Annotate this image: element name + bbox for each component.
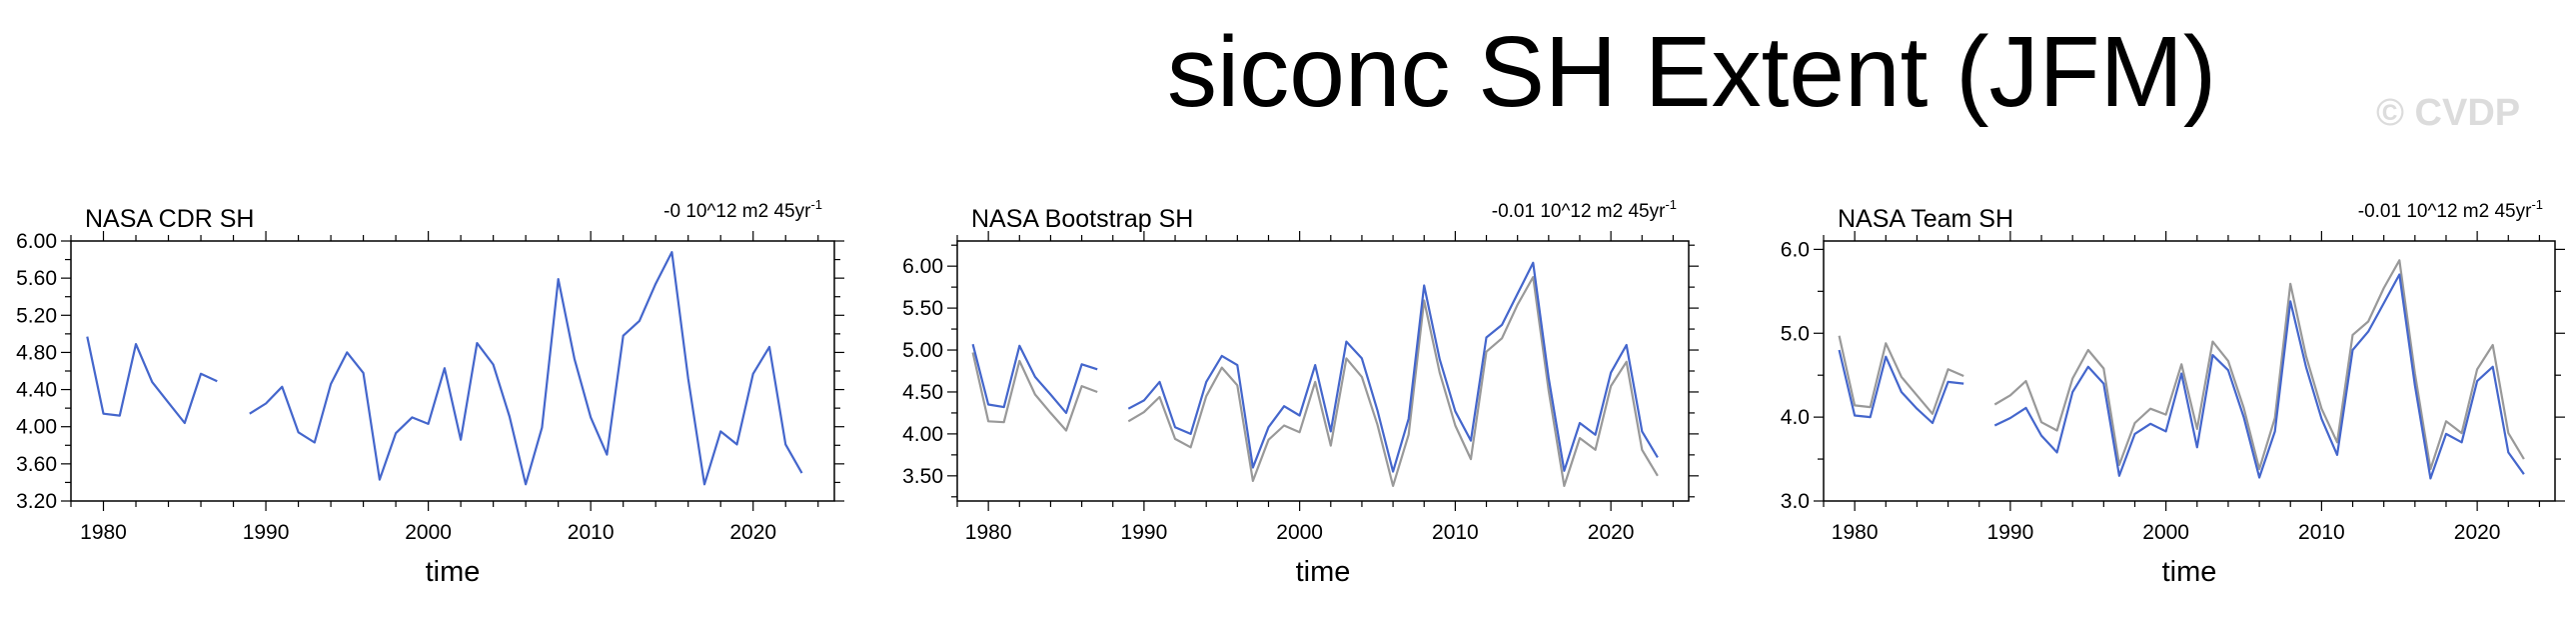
y-tick-label: 3.50 <box>902 465 943 488</box>
trend-text: -0 10^12 m2 45yr <box>663 201 811 222</box>
y-tick-label: 4.00 <box>16 416 57 439</box>
y-tick-label: 4.40 <box>16 379 57 402</box>
y-tick-label: 5.20 <box>16 304 57 327</box>
x-tick-label: 2010 <box>1432 521 1479 544</box>
panel-title: NASA Team SH <box>1838 205 2013 233</box>
trend-label: -0 10^12 m2 45yr-1 <box>663 197 822 222</box>
x-tick-label: 1990 <box>243 521 290 544</box>
plot-frame <box>1823 240 2556 502</box>
y-tick-label: 3.20 <box>16 490 57 513</box>
chart-panel-1: 1980 1990 2000 2010 2020 3.20 3.60 4.00 4.40 4.80… <box>16 197 844 588</box>
page-title: siconc SH Extent (JFM) <box>1167 16 2217 128</box>
x-tick-label: 2020 <box>729 521 776 544</box>
series-line-1 <box>1838 259 2525 471</box>
trend-text: -0.01 10^12 m2 45yr <box>1492 201 1666 222</box>
y-tick-label: 6.0 <box>1781 238 1810 261</box>
trend-label: -0.01 10^12 m2 45yr-1 <box>2358 197 2543 222</box>
y-tick-label: 5.50 <box>902 297 943 320</box>
x-tick-label: 2000 <box>1276 521 1323 544</box>
x-tick-label: 1990 <box>1121 521 1168 544</box>
y-tick-label: 3.0 <box>1781 490 1810 513</box>
x-tick-label: 1980 <box>80 521 127 544</box>
watermark: © CVDP <box>2376 92 2521 134</box>
trend-exponent: -1 <box>2531 197 2543 212</box>
plot-frame <box>956 240 1690 502</box>
y-tick-label: 4.80 <box>16 341 57 364</box>
trend-exponent: -1 <box>1665 197 1677 212</box>
x-tick-label: 2020 <box>1588 521 1635 544</box>
x-tick-label: 2020 <box>2454 521 2501 544</box>
series-line-1 <box>971 276 1659 487</box>
y-tick-label: 4.50 <box>902 381 943 404</box>
x-tick-label: 1980 <box>1832 521 1879 544</box>
y-tick-label: 3.60 <box>16 453 57 476</box>
x-axis-label: time <box>2162 556 2217 588</box>
plot-frame <box>70 240 835 502</box>
trend-label: -0.01 10^12 m2 45yr-1 <box>1492 197 1677 222</box>
x-axis-label: time <box>1296 556 1351 588</box>
y-tick-label: 5.60 <box>16 267 57 290</box>
chart-panel-2: 1980 1990 2000 2010 2020 3.50 4.00 4.50 5.00 5.50… <box>902 197 1699 588</box>
trend-exponent: -1 <box>810 197 822 212</box>
series-line-2 <box>971 261 1659 473</box>
x-tick-label: 1990 <box>1987 521 2034 544</box>
trend-text: -0.01 10^12 m2 45yr <box>2358 201 2532 222</box>
series-line-1 <box>86 251 803 486</box>
x-tick-label: 2010 <box>568 521 615 544</box>
x-tick-label: 2010 <box>2298 521 2345 544</box>
series-line-2 <box>1838 273 2525 480</box>
panel-title: NASA Bootstrap SH <box>971 205 1193 233</box>
y-tick-label: 6.00 <box>902 255 943 278</box>
y-tick-label: 4.0 <box>1781 406 1810 429</box>
y-tick-label: 5.0 <box>1781 322 1810 345</box>
x-tick-label: 2000 <box>405 521 452 544</box>
chart-panel-3: 1980 1990 2000 2010 2020 3.0 4.0 5.0 6.0 NASA Tea… <box>1781 197 2565 588</box>
x-tick-label: 2000 <box>2142 521 2189 544</box>
x-axis-label: time <box>426 556 481 588</box>
x-tick-label: 1980 <box>965 521 1012 544</box>
y-tick-label: 6.00 <box>16 230 57 253</box>
y-tick-label: 5.00 <box>902 339 943 362</box>
panel-title: NASA CDR SH <box>85 205 254 233</box>
y-tick-label: 4.00 <box>902 423 943 446</box>
